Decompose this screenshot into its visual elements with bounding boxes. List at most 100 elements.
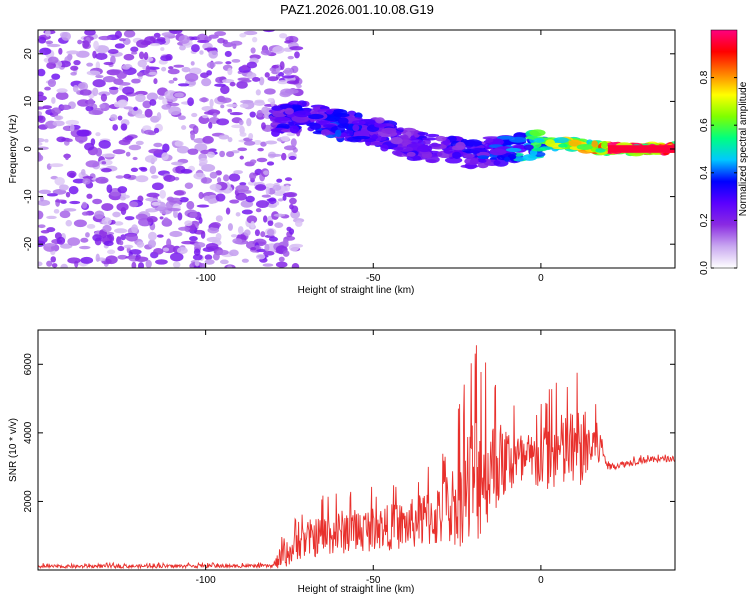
spectrogram-blob <box>176 246 188 255</box>
spectrogram-ridge-blob <box>425 133 440 138</box>
spectrogram-blob <box>184 220 193 227</box>
spectrogram-blob <box>200 72 209 79</box>
spectrogram-blob <box>108 86 119 90</box>
spectrogram-blob <box>38 91 44 97</box>
spectrogram-ridge-blob <box>504 156 511 162</box>
spectrogram-ridge-blob <box>533 137 545 143</box>
spectrogram-blob <box>228 249 239 257</box>
spectrogram-blob <box>254 229 260 237</box>
spectrogram-blob <box>190 61 195 66</box>
spectrogram-blob <box>216 118 230 126</box>
spectrogram-blob <box>281 75 295 79</box>
spectrogram-blob <box>201 78 212 87</box>
spectrogram-blob <box>69 124 75 132</box>
spectrogram-blob <box>267 98 274 103</box>
spectrogram-blob <box>214 83 226 87</box>
spectrogram-blob <box>267 220 274 227</box>
spectrogram-blob <box>187 97 194 107</box>
spectrogram-blob <box>208 34 219 39</box>
spectrogram-blob <box>214 31 227 37</box>
spectrogram-blob <box>167 208 181 212</box>
spectrogram-blob <box>164 90 178 99</box>
spectrogram-ridge-blob <box>514 156 525 162</box>
spectrogram-ytick-label: 10 <box>23 95 34 107</box>
spectrogram-blob <box>38 261 43 267</box>
spectrogram-blob <box>255 254 266 260</box>
spectrogram-blob <box>184 182 194 190</box>
spectrogram-blob <box>245 195 255 203</box>
spectrogram-blob <box>223 174 230 182</box>
spectrogram-blob <box>226 265 233 268</box>
spectrogram-blob <box>263 170 269 176</box>
spectrogram-blob <box>263 215 268 223</box>
spectrogram-blob <box>157 95 165 100</box>
spectrogram-ridge-blob <box>371 141 383 145</box>
spectrogram-blob <box>173 190 185 196</box>
spectrogram-blob <box>131 78 141 84</box>
spectrogram-blob <box>193 242 206 248</box>
spectrogram-blob <box>161 104 171 110</box>
spectrogram-ridge-blob <box>361 138 377 143</box>
spectrogram-blob <box>169 230 183 238</box>
spectrogram-blob <box>148 71 158 76</box>
spectrogram-blob <box>277 80 289 85</box>
spectrogram-blob <box>235 184 250 193</box>
spectrogram-blob <box>65 219 73 227</box>
spectrogram-blob <box>58 47 63 55</box>
spectrogram-blob <box>190 131 196 141</box>
spectrogram-blob <box>146 92 159 101</box>
spectrogram-blob <box>95 45 110 54</box>
spectrogram-ridge-blob <box>371 134 378 140</box>
spectrogram-blob <box>133 106 138 111</box>
spectrogram-blob <box>86 70 101 76</box>
spectrogram-blob <box>52 120 65 127</box>
spectrogram-xtick-label: -100 <box>196 273 216 284</box>
spectrogram-blob <box>243 140 256 146</box>
spectrogram-blob <box>286 80 300 85</box>
spectrogram-blob <box>93 40 99 50</box>
snr-series-line <box>38 345 675 570</box>
spectrogram-blob <box>92 87 99 97</box>
spectrogram-blob <box>191 44 200 53</box>
spectrogram-blob <box>95 74 104 79</box>
spectrogram-ridge-blob <box>523 144 534 150</box>
spectrogram-blob <box>145 65 151 74</box>
spectrogram-blob <box>188 81 196 86</box>
spectrogram-blob <box>263 250 275 256</box>
spectrogram-blob <box>136 39 149 48</box>
spectrogram-ridge-blob <box>320 129 331 136</box>
spectrogram-blob <box>114 221 124 226</box>
spectrogram-blob <box>256 157 268 163</box>
spectrogram-blob <box>288 155 297 160</box>
spectrogram-blob <box>264 72 270 78</box>
spectrogram-blob <box>237 147 248 152</box>
spectrogram-ytick-label: 20 <box>23 48 34 60</box>
spectrogram-blob <box>119 99 128 107</box>
spectrogram-ridge-blob <box>380 144 389 152</box>
spectrogram-ridge-blob <box>325 109 334 115</box>
snr-ytick-label: 6000 <box>23 353 34 376</box>
spectrogram-blob <box>202 114 209 119</box>
spectrogram-blob <box>267 76 279 82</box>
spectrogram-blob <box>106 184 113 193</box>
spectrogram-blob <box>254 184 267 191</box>
spectrogram-blob <box>147 208 155 213</box>
spectrogram-blob <box>198 191 204 200</box>
spectrogram-blob <box>268 153 282 157</box>
colorbar <box>710 29 738 269</box>
spectrogram-blob <box>233 170 243 175</box>
spectrogram-blob <box>156 234 164 238</box>
spectrogram-blob <box>280 135 290 142</box>
spectrogram-blob <box>268 236 279 242</box>
spectrogram-ridge-blob <box>293 110 311 118</box>
spectrogram-blob <box>92 234 102 242</box>
spectrogram-blob <box>60 263 68 268</box>
spectrogram-ridge-blob <box>490 138 504 146</box>
spectrogram-blob <box>86 62 94 67</box>
spectrogram-blob <box>235 212 241 217</box>
snr-ytick-label: 2000 <box>23 490 34 513</box>
spectrogram-blob <box>278 256 285 262</box>
spectrogram-blob <box>59 104 72 111</box>
spectrogram-blob <box>118 139 131 146</box>
spectrogram-blob <box>38 36 47 44</box>
